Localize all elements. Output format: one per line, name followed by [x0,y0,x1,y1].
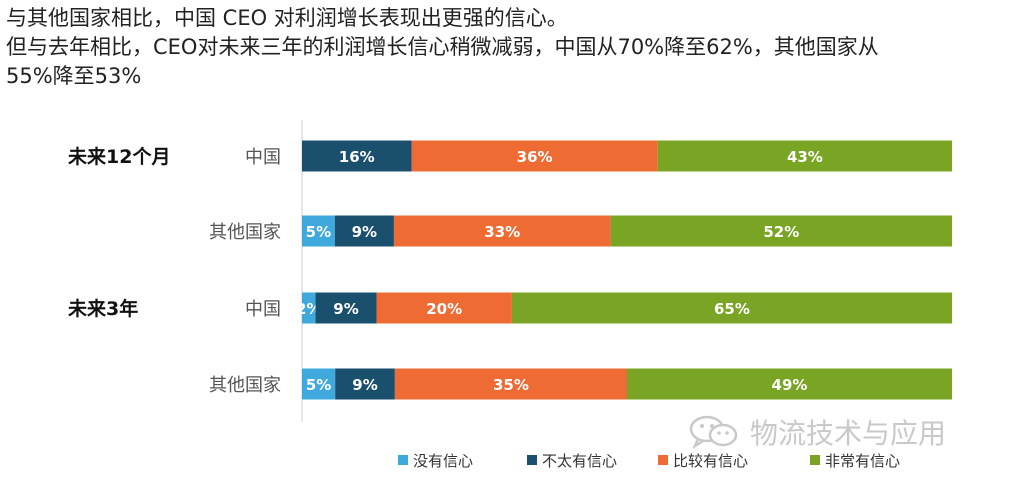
watermark: 物流技术与应用 [688,412,946,452]
bar-segment [302,368,336,400]
legend-swatch [527,455,537,465]
bar-segment [302,292,316,324]
bar-segment [657,140,952,172]
bar-segment [610,215,952,247]
data-label: 52% [763,223,799,241]
group-label: 未来3年 [67,297,138,320]
data-label: 43% [787,148,823,166]
wechat-icon [689,415,738,450]
bar-segment [393,215,611,247]
data-label: 20% [426,300,462,318]
row-label: 其他国家 [209,222,281,243]
row-label: 中国 [245,299,281,320]
data-label: 9% [352,223,377,241]
data-label: 9% [352,376,377,394]
bar-segment [302,215,335,247]
header: 与其他国家相比，中国 CEO 对利润增长表现出更强的信心。 但与去年相比，CEO… [6,4,1014,91]
bar-segment [335,368,395,400]
data-label: 16% [339,148,375,166]
legend-swatch [658,455,668,465]
bar-segment [376,292,512,324]
data-label: 2% [296,300,321,318]
legend-label: 没有信心 [413,452,473,470]
legend-label: 比较有信心 [673,452,748,470]
bar-segment [394,368,627,400]
group-label: 未来12个月 [67,145,170,168]
legend-swatch [810,455,820,465]
legend-label: 非常有信心 [825,452,900,470]
data-label: 33% [484,223,520,241]
header-line-1: 与其他国家相比，中国 CEO 对利润增长表现出更强的信心。 [6,6,568,30]
row-label: 其他国家 [209,375,281,396]
data-label: 65% [714,300,750,318]
data-label: 49% [772,376,808,394]
bar-segment [411,140,658,172]
bar-segment [511,292,952,324]
header-line-3: 55%降至53% [6,64,142,88]
bar-segment [627,368,952,400]
data-label: 5% [306,376,331,394]
row-label: 中国 [245,147,281,168]
header-line-2: 但与去年相比，CEO对未来三年的利润增长信心稍微减弱，中国从70%降至62%，其… [6,35,879,59]
bar-segment [315,292,377,324]
legend-label: 不太有信心 [542,452,617,470]
data-label: 35% [493,376,529,394]
data-label: 9% [333,300,358,318]
data-label: 36% [517,148,553,166]
bar-segment [334,215,394,247]
legend-swatch [398,455,408,465]
watermark-text: 物流技术与应用 [750,417,947,450]
data-label: 5% [306,223,331,241]
bar-segment [302,140,412,172]
